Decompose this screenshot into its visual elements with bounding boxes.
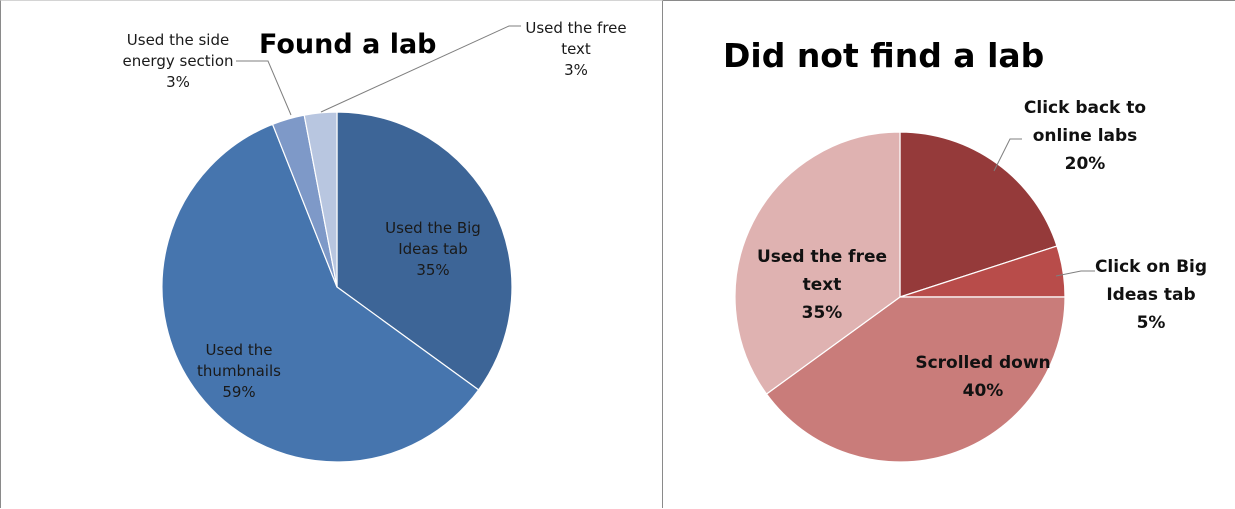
slice-label-3: Scrolled down 40% <box>915 353 1050 401</box>
leader-line-3 <box>236 60 292 116</box>
slice-label-4: Used the free text 35% <box>757 247 887 323</box>
leader-line-1 <box>993 138 1022 172</box>
pie-slice-1 <box>336 111 513 391</box>
pie-slice-1 <box>899 131 1058 298</box>
slice-label-3: Used the side energy section 3% <box>122 31 233 91</box>
pie-slice-4 <box>303 111 338 288</box>
pie-chart-not-found: Did not find a lab Click back to online l… <box>723 36 1207 463</box>
chart-did-not-find-a-lab: Did not find a lab Click back to online l… <box>663 0 1235 508</box>
slice-label-4: Used the free text 3% <box>525 19 626 79</box>
chart-title: Did not find a lab <box>723 36 1044 75</box>
pie-slice-4 <box>734 131 901 395</box>
pie-slice-2 <box>161 123 480 463</box>
leader-line-4 <box>320 25 521 113</box>
pie-chart-found: Found a lab Used the Big Ideas tab 35% Used… <box>122 19 627 463</box>
slice-label-2: Click on Big Ideas tab 5% <box>1095 257 1207 333</box>
slice-label-1: Used the Big Ideas tab 35% <box>385 219 481 279</box>
leader-line-2 <box>1055 270 1095 277</box>
chart-title: Found a lab <box>259 29 437 60</box>
slice-label-2: Used the thumbnails 59% <box>197 341 281 401</box>
chart-found-a-lab: Found a lab Used the Big Ideas tab 35% Used… <box>0 0 663 508</box>
pie-slice-3 <box>765 296 1066 463</box>
slice-label-1: Click back to online labs 20% <box>1024 98 1146 174</box>
